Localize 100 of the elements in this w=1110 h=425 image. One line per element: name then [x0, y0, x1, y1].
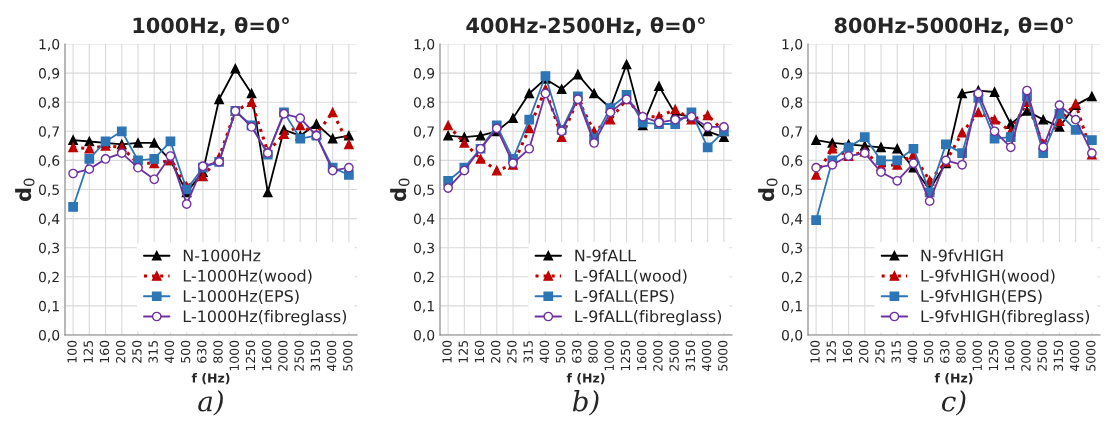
legend-label: N-1000Hz — [183, 249, 261, 262]
y-axis-title: d$_{0}$ — [758, 178, 778, 202]
x-tick-label: 125 — [83, 340, 93, 363]
y-tick-label: 0,7 — [781, 126, 802, 139]
x-tick-label: 200 — [490, 340, 501, 363]
y-tick-label: 0,3 — [38, 242, 60, 255]
x-tick-label: 1600 — [636, 340, 647, 371]
x-axis-title: f (Hz) — [566, 373, 605, 385]
x-tick-label: 125 — [826, 340, 836, 363]
x-tick-label: 800 — [956, 340, 966, 363]
y-tick-label: 0,6 — [413, 155, 435, 168]
y-tick-label: 0,6 — [781, 155, 803, 168]
x-tick-label: 100 — [442, 340, 452, 363]
x-tick-label: 500 — [180, 340, 191, 363]
y-tick-label: 0,9 — [38, 68, 60, 80]
y-tick-label: 0,8 — [413, 97, 435, 110]
x-tick-label: 1000 — [229, 340, 239, 371]
x-tick-label: 2500 — [294, 340, 304, 371]
y-axis-title: d$_{0}$ — [390, 178, 410, 202]
legend-label: L-9fvHIGH(wood) — [921, 269, 1055, 284]
x-tick-label: 5000 — [718, 340, 728, 371]
y-tick-label: 0,7 — [38, 126, 59, 139]
x-tick-label: 630 — [940, 340, 950, 363]
x-axis-title: f (Hz) — [934, 373, 973, 385]
x-tick-label: 1250 — [988, 340, 999, 371]
x-tick-label: 200 — [115, 340, 126, 363]
x-tick-label: 800 — [213, 340, 223, 363]
x-tick-label: 100 — [67, 340, 77, 363]
x-tick-label: 1000 — [604, 340, 614, 371]
y-tick-label: 1,0 — [414, 38, 435, 51]
legend-label: L-9fvHIGH(fibreglass) — [921, 309, 1090, 326]
y-tick-label: 0,5 — [413, 184, 434, 197]
y-tick-label: 1,0 — [39, 38, 60, 51]
x-tick-label: 2000 — [278, 340, 288, 371]
chart-title: 1000Hz, θ=0° — [133, 16, 289, 36]
y-tick-label: 0,1 — [38, 300, 59, 313]
y-tick-label: 0,5 — [781, 184, 802, 197]
y-tick-label: 0,9 — [413, 68, 435, 80]
y-tick-label: 0,9 — [781, 68, 803, 80]
legend-label: L-9fALL(EPS) — [575, 289, 674, 304]
x-tick-label: 400 — [539, 340, 550, 364]
x-axis-title: f (Hz) — [191, 373, 230, 385]
legend-label: L-1000Hz(wood) — [183, 269, 312, 284]
x-tick-label: 400 — [164, 340, 175, 364]
x-tick-label: 315 — [148, 340, 158, 363]
y-tick-label: 0,2 — [781, 271, 802, 284]
x-tick-label: 800 — [588, 340, 598, 363]
y-tick-label: 0,1 — [781, 300, 802, 313]
x-tick-label: 125 — [458, 340, 468, 363]
x-tick-label: 4000 — [326, 340, 337, 372]
x-tick-label: 315 — [891, 340, 901, 363]
x-tick-label: 1000 — [972, 340, 982, 371]
x-tick-label: 160 — [99, 340, 110, 363]
x-tick-label: 500 — [555, 340, 566, 363]
chart-title: 400Hz-2500Hz, θ=0° — [466, 16, 705, 36]
x-tick-label: 1250 — [620, 340, 631, 371]
legend-label: L-9fALL(fibreglass) — [575, 309, 722, 326]
legend-label: N-9fALL — [575, 249, 636, 262]
y-tick-label: 0,0 — [413, 329, 435, 342]
x-tick-label: 3150 — [1053, 340, 1064, 371]
x-tick-label: 2500 — [669, 340, 679, 371]
x-tick-label: 4000 — [1069, 340, 1080, 372]
x-tick-label: 2000 — [653, 340, 663, 371]
y-tick-label: 0,2 — [38, 271, 59, 284]
x-tick-label: 400 — [907, 340, 918, 364]
y-tick-label: 0,0 — [38, 329, 60, 342]
y-tick-label: 0,4 — [38, 213, 60, 226]
x-tick-label: 500 — [923, 340, 934, 363]
y-axis-title: d$_{0}$ — [15, 178, 35, 202]
x-tick-label: 2000 — [1021, 340, 1031, 371]
x-tick-label: 100 — [810, 340, 820, 363]
y-tick-label: 0,4 — [781, 213, 803, 226]
x-tick-label: 1600 — [1004, 340, 1015, 371]
x-tick-label: 315 — [523, 340, 533, 363]
chart-title: 800Hz-5000Hz, θ=0° — [834, 16, 1073, 36]
legend-label: L-9fvHIGH(EPS) — [921, 289, 1042, 304]
x-tick-label: 630 — [197, 340, 207, 363]
x-tick-label: 2500 — [1037, 340, 1047, 371]
y-tick-label: 0,2 — [413, 271, 434, 284]
y-tick-label: 0,7 — [413, 126, 434, 139]
y-tick-label: 0,8 — [781, 97, 803, 110]
x-tick-label: 250 — [132, 340, 142, 363]
x-tick-label: 4000 — [701, 340, 712, 372]
y-tick-label: 0,5 — [38, 184, 59, 197]
y-tick-label: 0,3 — [781, 242, 803, 255]
x-tick-label: 630 — [572, 340, 582, 363]
y-tick-label: 0,8 — [38, 97, 60, 110]
x-tick-label: 3150 — [310, 340, 321, 371]
x-tick-label: 3150 — [685, 340, 696, 371]
x-tick-label: 160 — [474, 340, 485, 363]
x-tick-label: 5000 — [343, 340, 353, 371]
x-tick-label: 200 — [858, 340, 869, 363]
x-tick-label: 1250 — [245, 340, 256, 371]
y-tick-label: 0,6 — [38, 155, 60, 168]
y-tick-label: 0,0 — [781, 329, 803, 342]
y-tick-label: 0,3 — [413, 242, 435, 255]
text: c) — [941, 390, 966, 416]
legend-label: L-9fALL(wood) — [575, 269, 687, 284]
y-tick-label: 1,0 — [782, 38, 803, 51]
text: b) — [572, 390, 599, 416]
